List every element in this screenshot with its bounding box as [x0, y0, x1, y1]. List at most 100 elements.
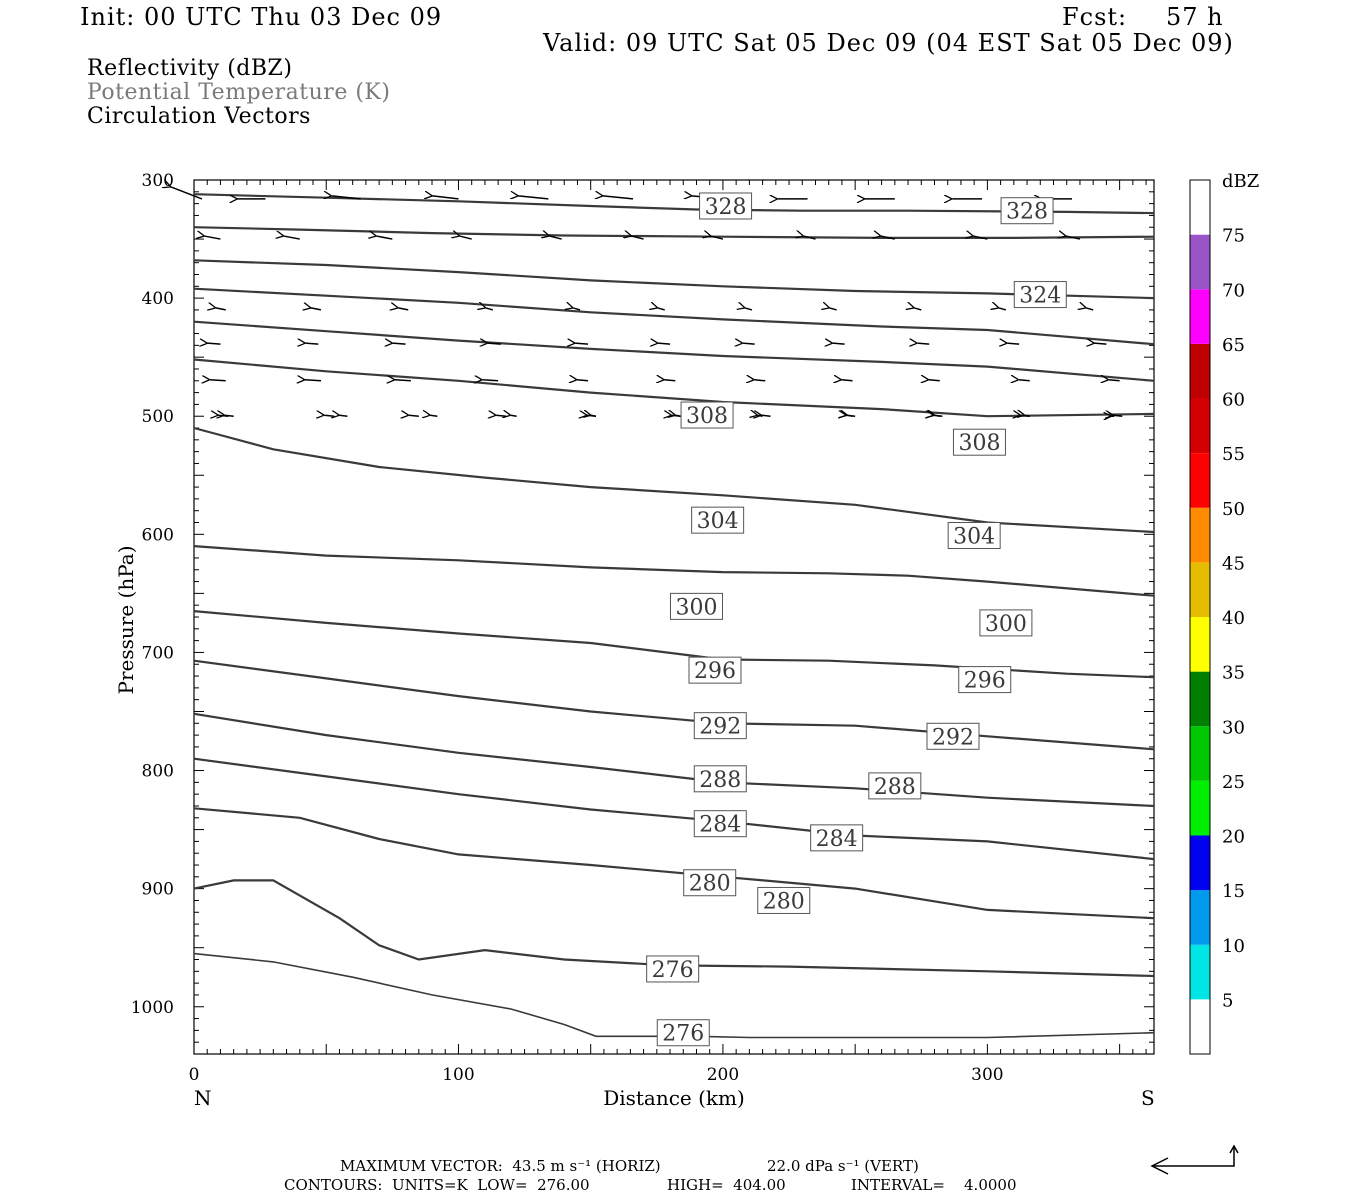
circulation-vector — [1025, 415, 1030, 416]
colorbar-label: 5 — [1222, 990, 1233, 1011]
contour-label-box — [691, 506, 745, 534]
circulation-vector — [914, 308, 922, 311]
colorbar-segment — [1190, 944, 1210, 1000]
contour-label: 324 — [1019, 284, 1061, 309]
circulation-vector — [577, 380, 589, 381]
colorbar-label: 50 — [1222, 499, 1245, 520]
theta-contour — [193, 757, 1155, 861]
circulation-vector — [1019, 380, 1030, 381]
x-tick-label: 200 — [707, 1065, 739, 1085]
y-tick-label: 900 — [142, 880, 174, 900]
circulation-vector — [398, 308, 409, 310]
contour-label: 296 — [694, 659, 736, 684]
colorbar-frame — [1189, 179, 1211, 1055]
contour-label-box — [926, 722, 980, 750]
circulation-vector — [803, 236, 816, 240]
circulation-vector — [488, 343, 501, 344]
circulation-vector — [929, 380, 940, 381]
theta-contour — [193, 320, 1155, 382]
colorbar-label: 10 — [1222, 936, 1245, 957]
circulation-vector — [676, 415, 681, 416]
circulation-vector — [603, 196, 634, 199]
colorbar-label: 60 — [1222, 390, 1245, 411]
contour-label-box — [979, 609, 1033, 637]
circulation-vector — [311, 308, 322, 310]
south-label: S — [1141, 1086, 1155, 1110]
circulation-vector — [999, 308, 1007, 311]
theta-contour — [193, 259, 1155, 300]
theta-contour — [193, 712, 1155, 808]
valid-time: Valid: 09 UTC Sat 05 Dec 09 (04 EST Sat … — [543, 29, 1234, 57]
contour-label-box — [683, 869, 737, 897]
theta-contour — [193, 952, 1155, 1039]
circulation-vector — [482, 380, 499, 381]
colorbar-label: 70 — [1222, 280, 1245, 301]
contour-label-box — [1013, 281, 1067, 309]
contour-label: 308 — [686, 404, 728, 429]
contour-label-box — [947, 522, 1001, 550]
circulation-vector — [324, 415, 335, 416]
reference-vector — [1150, 1144, 1239, 1175]
colorbar-unit: dBZ — [1222, 171, 1259, 192]
circulation-vector — [591, 415, 597, 416]
theta-contour — [193, 287, 1155, 346]
contour-label: 300 — [985, 612, 1027, 637]
colorbar-segment — [1190, 726, 1210, 781]
circulation-vector — [1109, 380, 1120, 381]
colorbar-label: 15 — [1222, 881, 1245, 902]
x-axis-label: Distance (km) — [603, 1086, 745, 1110]
circulation-vector — [658, 308, 665, 311]
contour-label: 284 — [816, 827, 858, 852]
circulation-vector — [550, 236, 562, 240]
x-tick-label: 0 — [189, 1065, 200, 1085]
contour-label: 280 — [689, 872, 731, 897]
contour-label-box — [688, 656, 742, 684]
circulation-vector — [1066, 236, 1081, 240]
circulation-vector — [1007, 343, 1020, 344]
colorbar-label: 35 — [1222, 663, 1245, 684]
y-tick-label: 700 — [142, 643, 174, 663]
contour-label: 300 — [675, 595, 717, 620]
circulation-vector — [745, 308, 753, 311]
circulation-vector — [1094, 343, 1107, 344]
forecast-hours: 57 h — [1166, 3, 1224, 31]
y-tick-label: 500 — [142, 407, 174, 427]
circulation-vector — [848, 415, 853, 416]
contour-label-box — [646, 955, 700, 983]
circulation-vector — [1086, 308, 1094, 311]
contour-label-box — [810, 824, 864, 852]
circulation-vector — [393, 343, 406, 344]
theta-contour — [193, 226, 1155, 239]
contours-high: HIGH= 404.00 — [667, 1176, 786, 1194]
theta-contour — [193, 879, 1155, 978]
contour-label: 288 — [699, 768, 741, 793]
colorbar-label: 75 — [1222, 226, 1245, 247]
contour-label-box — [693, 712, 747, 740]
y-tick-label: 300 — [142, 171, 174, 191]
circulation-vector — [664, 380, 676, 381]
theta-contour — [193, 358, 1155, 418]
contour-label: 276 — [652, 958, 694, 983]
circulation-vector — [305, 380, 321, 381]
colorbar-segment — [1190, 671, 1210, 727]
contour-label: 276 — [662, 1022, 704, 1047]
contour-label-box — [669, 592, 723, 620]
contour-label: 308 — [958, 431, 1000, 456]
circulation-vector — [210, 380, 226, 381]
circulation-vector — [711, 236, 724, 240]
colorbar-label: 40 — [1222, 608, 1245, 629]
contours-low: CONTOURS: UNITS=K LOW= 276.00 — [284, 1176, 590, 1194]
circulation-vector — [973, 236, 988, 240]
theta-contour — [193, 545, 1155, 597]
circulation-vector — [881, 236, 895, 240]
colorbar-segment — [1190, 507, 1210, 563]
contour-label-box — [952, 428, 1006, 456]
colorbar-segment — [1190, 343, 1210, 399]
colorbar-segment — [1190, 398, 1210, 454]
circulation-vector — [758, 415, 763, 416]
circulation-vector — [171, 187, 203, 200]
circulation-vector — [842, 380, 853, 381]
theta-contour — [193, 807, 1155, 920]
contour-label: 280 — [763, 889, 805, 914]
